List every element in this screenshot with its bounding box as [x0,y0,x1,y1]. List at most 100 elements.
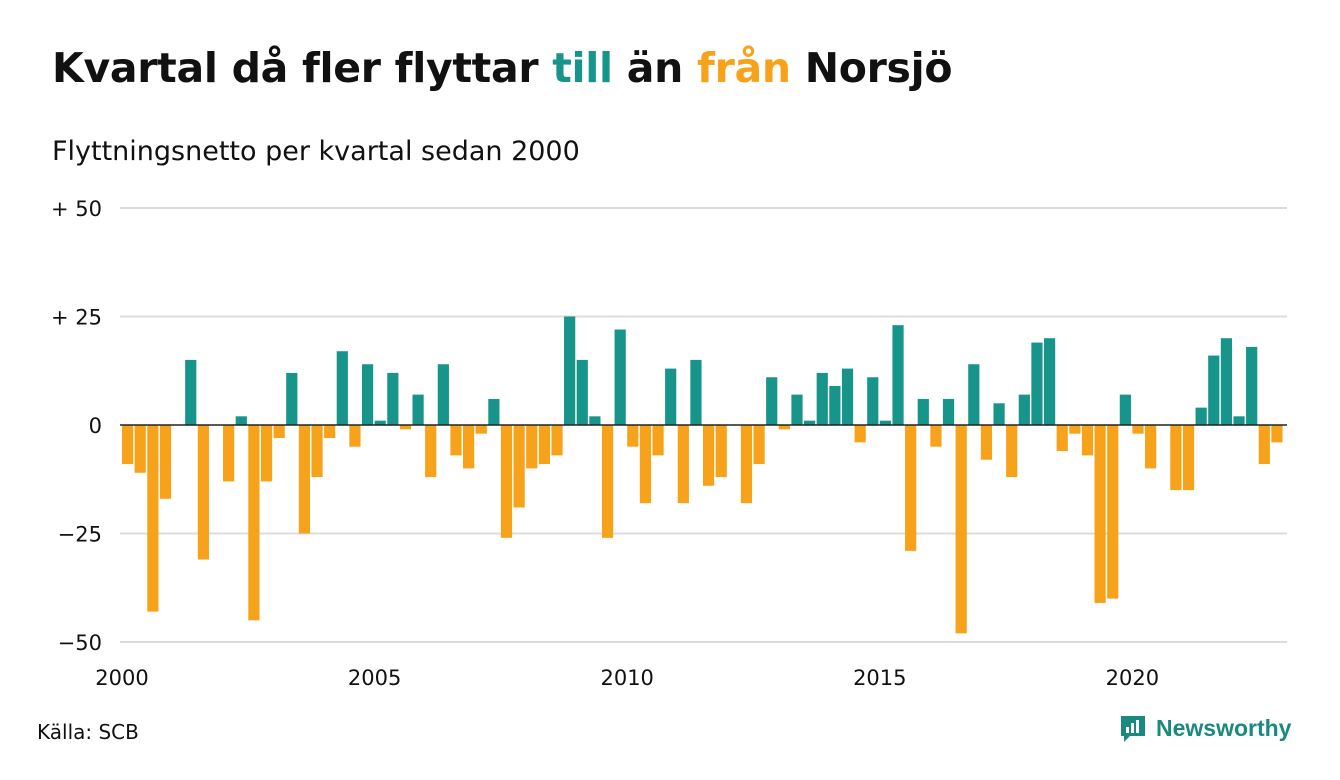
bar [450,425,462,456]
bar [260,425,273,482]
y-tick-label: −25 [58,523,102,547]
bar [1018,394,1030,425]
bar [298,425,311,534]
newsworthy-brand: Newsworthy [1118,713,1291,743]
bar [1195,407,1207,425]
bar [576,359,588,425]
bar [248,425,260,621]
x-tick-label: 2020 [1106,666,1159,690]
bar [589,416,601,425]
bar [349,425,361,447]
title-part-3: Norsjö [790,44,953,92]
bar [374,420,386,425]
bar [1081,425,1094,456]
grid-lines [120,207,1287,643]
bar [361,364,374,425]
bar [324,425,336,439]
bar [702,425,715,486]
title-part-2: än [612,44,698,92]
bar [652,425,664,456]
bar [159,425,172,499]
bar [980,425,993,460]
bar [1271,425,1283,443]
bar [311,425,323,478]
bar [538,425,550,465]
bar [601,425,614,538]
bar [639,425,652,504]
y-tick-label: + 50 [51,197,102,221]
bar [1006,425,1018,478]
source-label: Källa: SCB [37,720,139,744]
bar [627,425,639,447]
bar [753,425,765,465]
bar [1031,342,1043,425]
x-tick-label: 2010 [600,666,653,690]
bar [816,372,828,425]
bar [437,364,449,425]
bar [892,325,904,425]
bar [1132,425,1144,434]
bar [930,425,942,447]
bars [122,316,1283,634]
bar [968,364,980,425]
x-tick-label: 2005 [348,666,401,690]
x-tick-label: 2000 [95,666,148,690]
bar [665,368,677,425]
bar [1094,425,1106,603]
bar [1119,394,1131,425]
bar [488,398,500,425]
title-part-1: Kvartal då fler flyttar [52,44,553,92]
bar [273,425,285,439]
bar [1182,425,1195,491]
bar [614,329,626,425]
bar [387,372,399,425]
bar [993,403,1005,425]
x-tick-label: 2015 [853,666,906,690]
bar [235,416,247,425]
title-till: till [552,44,613,92]
bar [677,425,689,504]
bar [336,351,348,425]
bar [854,425,866,443]
bar [526,425,538,469]
y-tick-label: −50 [58,631,102,655]
bar [1107,425,1119,599]
bar [475,425,487,434]
bar [804,420,816,425]
bar [185,359,197,425]
bar [223,425,235,482]
y-tick-label: + 25 [51,306,102,330]
bar [1145,425,1157,469]
brand-name: Newsworthy [1156,714,1292,741]
bar [905,425,917,551]
bar [942,398,955,425]
bar [551,425,563,456]
bar [564,316,576,425]
bar [425,425,437,478]
x-axis-labels: 2000 2005 2010 2015 2020 [95,666,1159,690]
bar [740,425,753,504]
bar [690,359,702,425]
bar [122,425,134,465]
title-fran: från [697,44,791,92]
bar [1056,425,1068,452]
y-axis-labels: + 50 + 25 0 −25 −50 [51,197,102,655]
bar [286,372,298,425]
bar [829,385,841,425]
bar [1069,425,1081,434]
bar [1043,338,1056,425]
y-tick-label: 0 [89,414,102,438]
bar [1246,346,1258,425]
chart-subtitle: Flyttningsnetto per kvartal sedan 2000 [52,136,580,167]
bar [412,394,424,425]
bar [778,425,790,430]
bar [463,425,475,469]
bar [513,425,525,508]
bar [715,425,727,478]
bar [1258,425,1270,465]
bar [955,425,967,634]
bar [841,368,854,425]
bar [500,425,513,538]
bar [791,394,803,425]
